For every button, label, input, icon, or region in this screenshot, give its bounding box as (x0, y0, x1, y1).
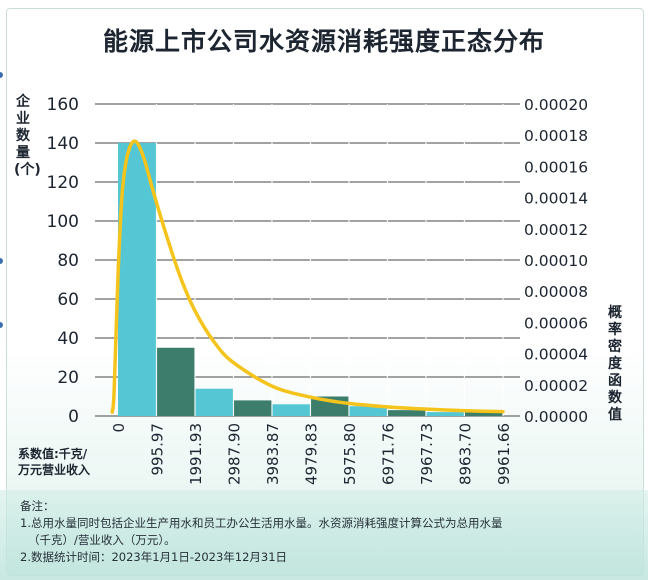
y-right-tick-label: 0.00002 (524, 377, 588, 395)
x-tick-label: 4979.83 (302, 423, 320, 485)
density-curve (110, 139, 505, 414)
x-tick-label: 0 (110, 423, 128, 433)
histogram-bar (156, 347, 195, 416)
x-tick-label: 3983.87 (264, 423, 282, 485)
y-left-tick-label: 40 (57, 329, 79, 349)
x-tick-label: 2987.90 (225, 423, 243, 485)
histogram-bar (271, 404, 311, 416)
y-right-tick-label: 0.00004 (524, 346, 588, 364)
y-right-tick-label: 0.00010 (524, 252, 588, 270)
x-tick-label: 7967.73 (418, 423, 436, 485)
y-right-tick-label: 0.00006 (524, 314, 588, 332)
x-tick-label: 8963.70 (456, 423, 474, 485)
y-left-tick-label: 80 (57, 251, 79, 271)
x-tick-label: 6971.76 (379, 423, 397, 485)
notes-panel: 备注： 1.总用水量同时包括企业生产用水和员工办公生活用水量。水资源消耗强度计算… (0, 490, 648, 580)
x-axis-unit-label: 系数值:千克/ 万元营业收入 (18, 447, 91, 477)
x-tick-label: 5975.80 (341, 423, 359, 485)
edge-dot (0, 322, 3, 328)
histogram-bar (118, 143, 157, 416)
y-left-tick-label: 0 (68, 407, 79, 427)
y-right-tick-label: 0.00018 (524, 127, 588, 145)
x-tick-label: 1991.93 (187, 423, 205, 485)
histogram-bar (387, 410, 426, 416)
edge-dot (0, 258, 3, 264)
y-left-tick-label: 140 (47, 134, 79, 154)
histogram-bar (233, 400, 272, 416)
notes-line: （千克）/营业收入（万元）。 (28, 533, 176, 547)
edge-dot (0, 72, 3, 78)
y-right-tick-label: 0.00016 (524, 158, 588, 176)
y-right-tick-label: 0.00020 (524, 96, 588, 114)
y-left-tick-label: 120 (47, 173, 79, 193)
histogram-chart: 0 20 40 60 80 100 120 140 160 0.00000 0.00002 0.000… (47, 95, 589, 485)
histogram-bar (464, 410, 503, 416)
notes-heading: 备注： (20, 499, 55, 513)
notes-line: 2.数据统计时间：2023年1月1日-2023年12月31日 (20, 550, 288, 564)
x-tick-label: 995.97 (148, 423, 166, 476)
y-right-tick-label: 0.00014 (524, 190, 588, 208)
x-tick-label: 9961.66 (495, 423, 513, 485)
histogram-bar (194, 388, 234, 416)
y-left-tick-label: 100 (47, 212, 79, 232)
y-left-tick-label: 60 (57, 290, 79, 310)
histogram-bar (425, 412, 465, 416)
y-right-tick-label: 0.00000 (524, 408, 588, 426)
y-left-tick-label: 20 (57, 368, 79, 388)
y-right-tick-label: 0.00012 (524, 221, 588, 239)
notes-line: 1.总用水量同时包括企业生产用水和员工办公生活用水量。水资源消耗强度计算公式为总… (20, 516, 503, 530)
y-right-tick-label: 0.00008 (524, 283, 588, 301)
chart-frame (6, 8, 644, 576)
y-axis-right-label: 概 率 密 度 函 数 值 (608, 305, 622, 423)
chart-title: 能源上市公司水资源消耗强度正态分布 (102, 27, 545, 56)
histogram-bar (348, 406, 388, 416)
y-left-tick-label: 160 (47, 95, 79, 115)
